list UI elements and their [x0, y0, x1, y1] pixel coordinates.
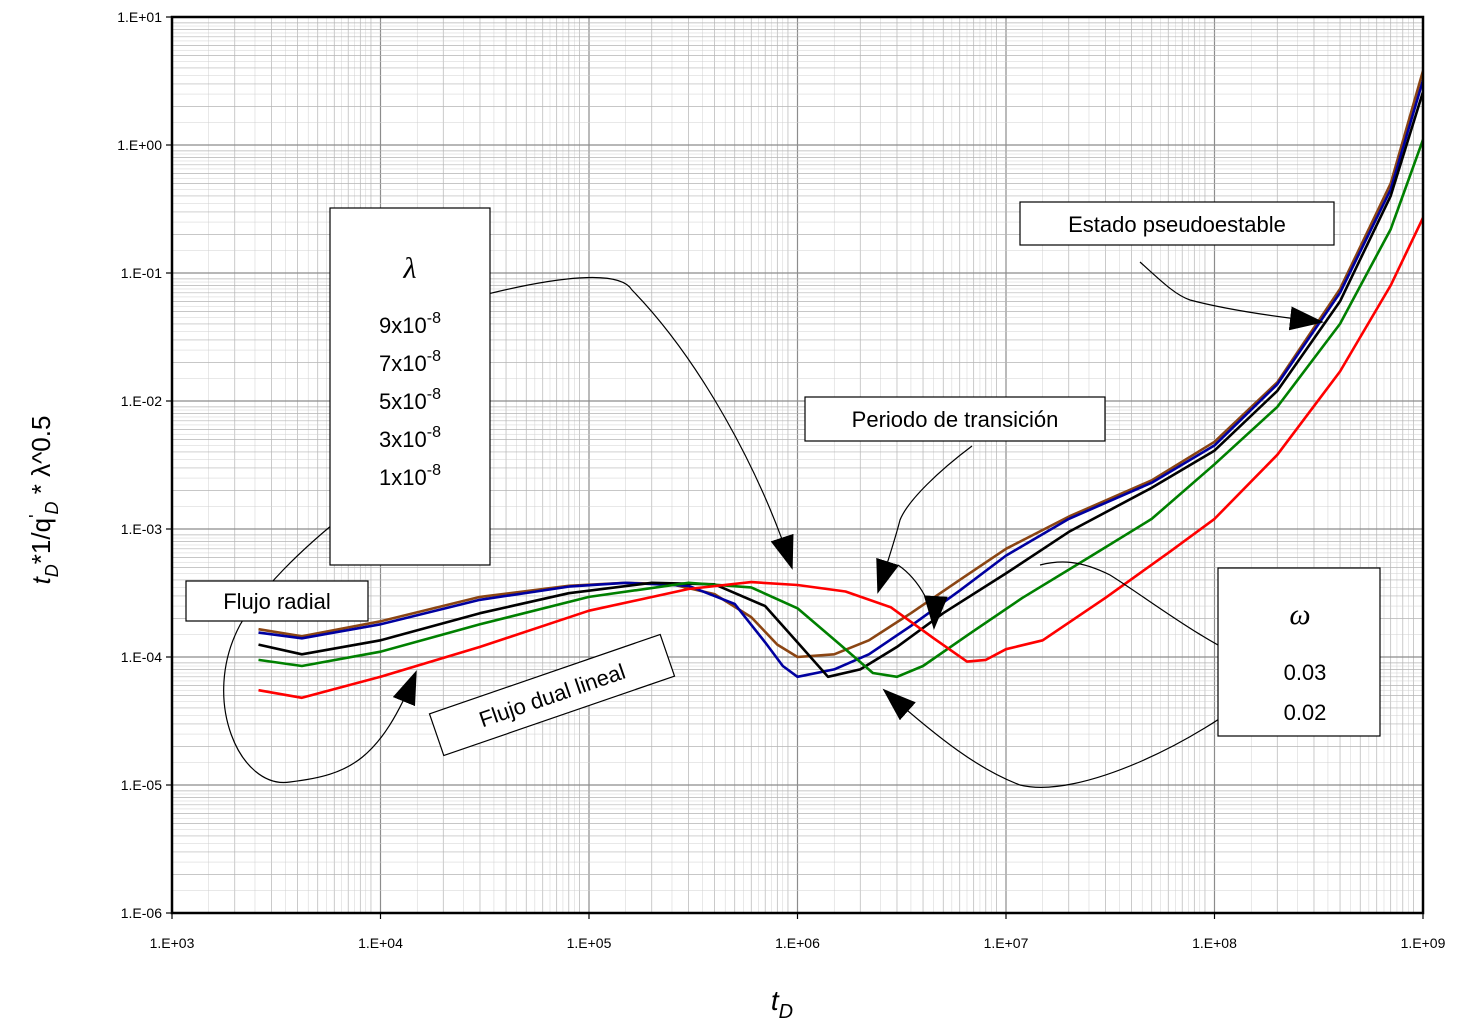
- callout-omega-lower: [882, 688, 1259, 788]
- y-axis-title-sub1: D: [42, 564, 62, 577]
- y-axis-title-mid: *1/q: [26, 518, 56, 564]
- y-axis-title: tD*1/q'D * λ^0.5: [26, 416, 62, 585]
- x-axis-title-sub: D: [779, 1001, 793, 1023]
- omega-legend-box: ω 0.03 0.02: [1217, 567, 1381, 737]
- callout-pseudoestable-arrow: [1139, 261, 1324, 331]
- y-axis-title-tail: * λ^0.5: [26, 416, 56, 502]
- callout-transicion-arrow: [876, 445, 973, 594]
- series-line-1: [258, 70, 1423, 659]
- lambda-legend-frame: [329, 207, 491, 566]
- callout-transicion-arrow-2: [897, 564, 948, 630]
- y-tick-label: 1.E-03: [121, 521, 162, 537]
- y-tick-label: 1.E-01: [121, 265, 162, 281]
- series-layer: [258, 70, 1423, 700]
- series-line-3: [258, 91, 1423, 679]
- y-tick-label: 1.E-05: [121, 777, 162, 793]
- omega-symbol: ω: [1289, 598, 1310, 631]
- x-tick-label: 1.E+09: [1401, 935, 1446, 951]
- lambda-value-2: 7x10-8: [379, 348, 441, 376]
- periodo-transicion-frame: [804, 396, 1106, 442]
- estado-pseudoestable-label-box: Estado pseudoestable: [1019, 201, 1335, 246]
- y-axis-title-t: t: [26, 575, 56, 584]
- callout-radial-loop: [223, 511, 417, 783]
- lambda-value-3: 5x10-8: [379, 386, 441, 414]
- tick-labels: 1.E+03 1.E+04 1.E+05 1.E+06 1.E+07 1.E+08 1.E+…: [117, 9, 1445, 951]
- omega-legend-frame: [1217, 567, 1381, 737]
- x-tick-label: 1.E+07: [984, 935, 1029, 951]
- y-tick-label: 1.E-04: [121, 649, 162, 665]
- x-tick-label: 1.E+05: [567, 935, 612, 951]
- lambda-value-1: 9x10-8: [379, 310, 441, 338]
- lambda-legend-box: λ 9x10-8 7x10-8 5x10-8 3x10-8 1x10-8: [329, 207, 491, 566]
- estado-pseudoestable-label: Estado pseudoestable: [1068, 212, 1286, 237]
- grid-lines: [171, 17, 1423, 914]
- callout-lambda-arrow: [471, 276, 794, 570]
- y-tick-label: 1.E-02: [121, 393, 162, 409]
- flujo-radial-frame: [185, 580, 369, 622]
- callout-omega-upper: [1039, 561, 1259, 666]
- x-axis-title-main: t: [771, 985, 780, 1016]
- lambda-value-4: 3x10-8: [379, 424, 441, 452]
- y-tick-label: 1.E+01: [117, 9, 162, 25]
- x-tick-label: 1.E+03: [150, 935, 195, 951]
- x-tick-label: 1.E+06: [775, 935, 820, 951]
- y-axis-title-sub2: D: [42, 501, 62, 514]
- lambda-value-5: 1x10-8: [379, 462, 441, 490]
- omega-value-2: 0.02: [1284, 700, 1327, 725]
- periodo-transicion-label: Periodo de transición: [852, 407, 1059, 432]
- x-tick-label: 1.E+04: [358, 935, 403, 951]
- flujo-radial-label-box: Flujo radial: [185, 580, 369, 622]
- periodo-transicion-label-box: Periodo de transición: [804, 396, 1106, 442]
- x-tick-label: 1.E+08: [1192, 935, 1237, 951]
- flujo-dual-lineal-frame: [428, 633, 676, 757]
- flujo-radial-label: Flujo radial: [223, 589, 331, 614]
- series-line-2: [258, 79, 1423, 679]
- x-axis-title: tD: [771, 985, 793, 1023]
- flujo-dual-lineal-label-box: Flujo dual lineal: [428, 633, 676, 757]
- omega-value-1: 0.03: [1284, 660, 1327, 685]
- series-line-4: [258, 139, 1423, 679]
- y-axis-title-sup: ': [26, 514, 46, 517]
- series-line-5: [258, 217, 1423, 700]
- y-tick-label: 1.E+00: [117, 137, 162, 153]
- lambda-values: 9x10-8 7x10-8 5x10-8 3x10-8 1x10-8: [379, 310, 441, 490]
- lambda-symbol: λ: [403, 252, 417, 285]
- estado-pseudoestable-frame: [1019, 201, 1335, 246]
- y-tick-label: 1.E-06: [121, 905, 162, 921]
- callout-lines: [223, 261, 1324, 788]
